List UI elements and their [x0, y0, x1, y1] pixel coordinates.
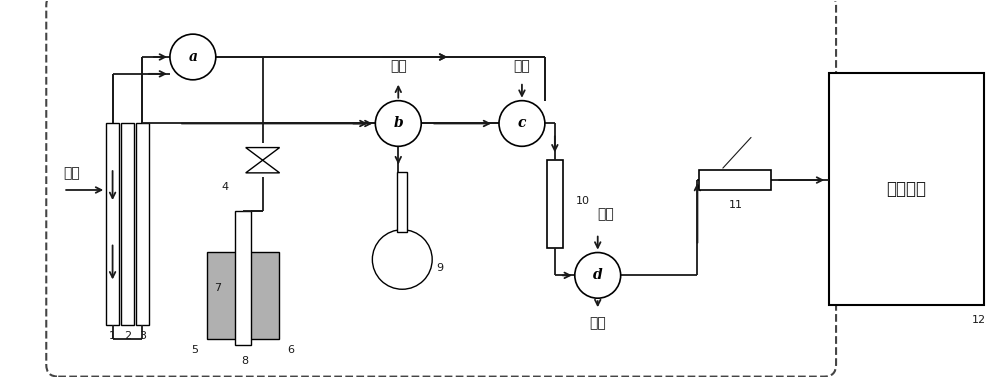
Text: 6: 6	[287, 345, 294, 355]
Text: c: c	[518, 116, 526, 130]
Text: d: d	[593, 268, 603, 282]
FancyBboxPatch shape	[46, 0, 836, 376]
Text: 1: 1	[109, 331, 116, 341]
Bar	[829, 73, 984, 305]
Circle shape	[375, 101, 421, 146]
Text: 3: 3	[139, 331, 146, 341]
Text: 氮气: 氮气	[597, 207, 614, 221]
Text: a: a	[188, 50, 197, 64]
Circle shape	[170, 34, 216, 80]
Text: 9: 9	[437, 263, 444, 273]
Text: 5: 5	[191, 345, 198, 355]
Bar	[699, 170, 771, 190]
Polygon shape	[246, 147, 280, 160]
Text: 2: 2	[124, 331, 131, 341]
Polygon shape	[246, 160, 280, 173]
Text: 7: 7	[214, 283, 221, 293]
Text: 12: 12	[972, 315, 986, 325]
Circle shape	[372, 230, 432, 289]
Text: 排气: 排气	[589, 316, 606, 330]
Bar	[397, 172, 407, 232]
Bar	[136, 124, 149, 325]
Bar	[106, 124, 119, 325]
Text: 氮气: 氮气	[63, 166, 80, 180]
Text: 质谱检测: 质谱检测	[886, 180, 926, 198]
Bar	[547, 160, 563, 248]
Text: 排气: 排气	[390, 59, 407, 73]
Text: 4: 4	[221, 182, 228, 192]
Text: 氢气: 氢气	[514, 59, 530, 73]
Text: 10: 10	[576, 196, 590, 206]
Bar	[121, 124, 134, 325]
Circle shape	[575, 253, 621, 298]
Text: 8: 8	[241, 356, 248, 366]
Circle shape	[499, 101, 545, 146]
Text: 11: 11	[728, 200, 742, 210]
Bar	[207, 251, 279, 339]
Text: b: b	[393, 116, 403, 130]
Bar	[235, 211, 251, 345]
